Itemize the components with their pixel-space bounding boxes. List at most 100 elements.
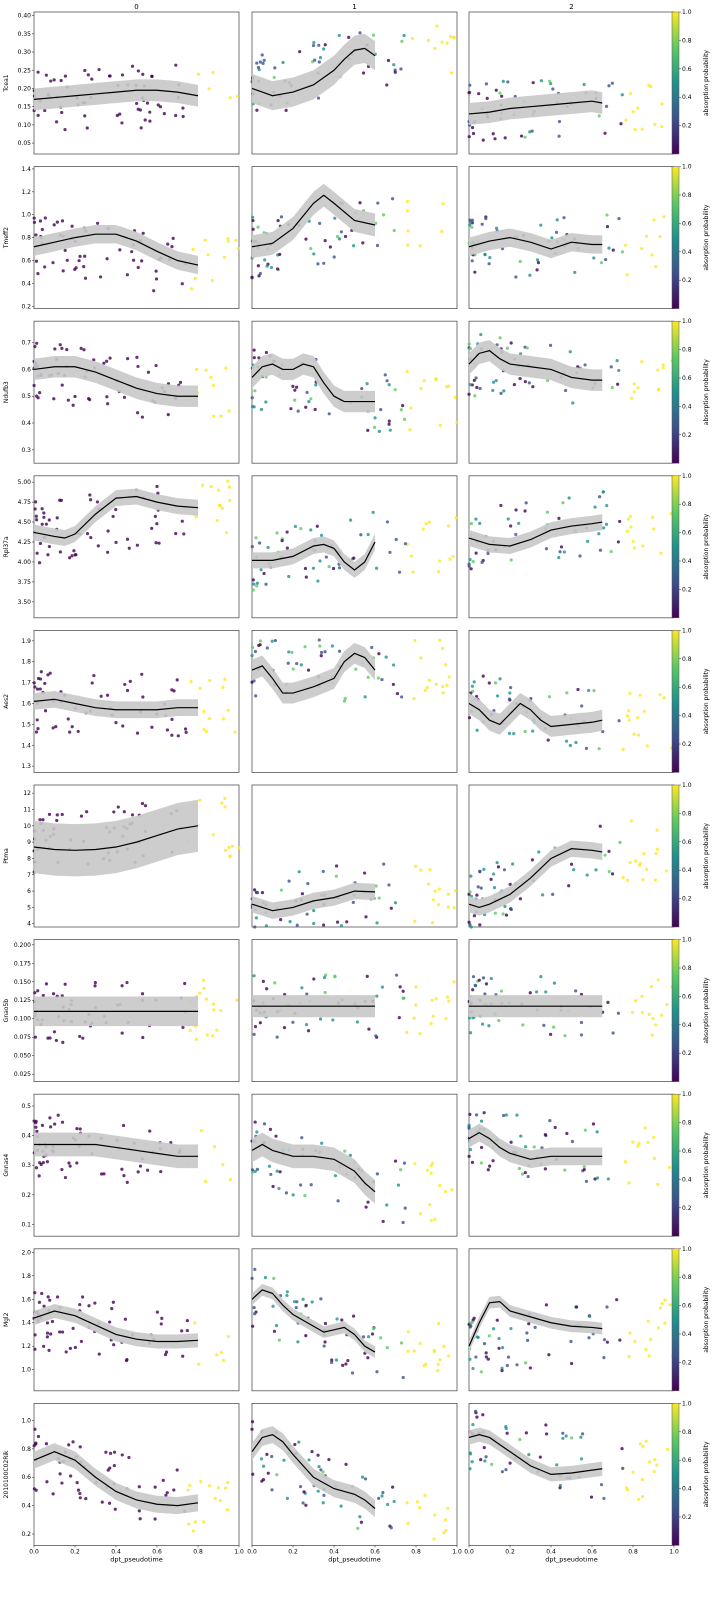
scatter-point bbox=[33, 344, 37, 349]
scatter-point bbox=[523, 380, 527, 384]
scatter-point bbox=[610, 872, 615, 876]
scatter-point bbox=[467, 892, 471, 896]
scatter-point bbox=[593, 1177, 597, 1181]
colorbar-tick-label: 0.6 bbox=[682, 66, 692, 73]
scatter-point bbox=[269, 1172, 273, 1177]
scatter-point bbox=[492, 886, 497, 890]
scatter-point bbox=[426, 882, 431, 886]
panel-Gnao5b-2 bbox=[467, 939, 675, 1082]
scatter-point bbox=[181, 1025, 185, 1030]
scatter-point bbox=[120, 73, 125, 77]
scatter-point bbox=[418, 244, 422, 248]
scatter-point bbox=[316, 579, 320, 583]
scatter-point bbox=[313, 58, 317, 62]
scatter-point bbox=[92, 358, 96, 362]
scatter-point bbox=[478, 386, 482, 391]
scatter-point bbox=[445, 995, 450, 999]
scatter-point bbox=[32, 681, 36, 685]
scatter-point bbox=[405, 1501, 409, 1505]
scatter-point bbox=[395, 691, 400, 696]
scatter-point bbox=[197, 1362, 201, 1366]
scatter-point bbox=[332, 255, 336, 259]
panel-Ptma-2 bbox=[467, 784, 675, 929]
scatter-point bbox=[253, 1312, 257, 1316]
scatter-point bbox=[423, 688, 427, 693]
scatter-point bbox=[317, 638, 321, 642]
gene-label: Gnao5b bbox=[3, 999, 10, 1023]
scatter-point bbox=[472, 1316, 476, 1320]
scatter-point bbox=[399, 408, 403, 412]
scatter-point bbox=[570, 1436, 574, 1440]
y-tick-label: 11 bbox=[23, 806, 31, 813]
scatter-point bbox=[640, 127, 644, 131]
scatter-point bbox=[406, 1521, 410, 1525]
confidence-band bbox=[252, 183, 375, 259]
scatter-point bbox=[506, 1355, 511, 1359]
scatter-point bbox=[531, 385, 535, 389]
scatter-point bbox=[61, 1040, 65, 1044]
scatter-point bbox=[156, 103, 160, 107]
scatter-point bbox=[443, 1189, 448, 1194]
gene-label: Aes2 bbox=[3, 694, 10, 709]
scatter-point bbox=[258, 60, 263, 64]
scatter-point bbox=[377, 1496, 381, 1500]
scatter-point bbox=[296, 1340, 300, 1344]
scatter-point bbox=[374, 884, 378, 888]
scatter-point bbox=[663, 1298, 667, 1302]
scatter-point bbox=[36, 70, 40, 74]
scatter-point bbox=[376, 201, 380, 205]
scatter-point bbox=[38, 687, 42, 691]
y-tick-label: 8 bbox=[27, 855, 31, 862]
scatter-point bbox=[194, 1037, 199, 1041]
trend-line bbox=[468, 521, 603, 547]
scatter-point bbox=[523, 729, 527, 734]
scatter-point bbox=[470, 1160, 475, 1164]
scatter-point bbox=[584, 1179, 589, 1183]
scatter-point bbox=[601, 526, 606, 530]
scatter-point bbox=[145, 1168, 150, 1172]
scatter-point bbox=[444, 663, 448, 667]
scatter-point bbox=[401, 404, 405, 408]
scatter-point bbox=[265, 1452, 269, 1456]
scatter-point bbox=[468, 890, 472, 894]
scatter-point bbox=[32, 216, 36, 220]
panel-frame bbox=[468, 320, 675, 464]
scatter-point bbox=[480, 222, 484, 226]
scatter-point bbox=[172, 1488, 176, 1492]
y-tick-label: 0.025 bbox=[14, 1071, 31, 1078]
scatter-point bbox=[279, 917, 283, 922]
scatter-point bbox=[629, 819, 634, 823]
scatter-point bbox=[135, 543, 139, 547]
panel-frame bbox=[251, 475, 458, 619]
scatter-point bbox=[258, 639, 262, 643]
scatter-point bbox=[255, 108, 259, 112]
scatter-point bbox=[122, 1174, 126, 1178]
scatter-point bbox=[80, 1295, 85, 1299]
y-tick-label: 0.20 bbox=[18, 85, 32, 92]
scatter-point bbox=[493, 911, 497, 915]
scatter-point bbox=[386, 58, 391, 63]
scatter-point bbox=[500, 1470, 505, 1474]
scatter-point bbox=[618, 1338, 622, 1342]
scatter-point bbox=[83, 276, 88, 280]
y-tick-label: 4.50 bbox=[18, 519, 32, 526]
scatter-point bbox=[497, 1346, 501, 1350]
scatter-point bbox=[305, 912, 309, 916]
scatter-point bbox=[344, 1462, 348, 1466]
scatter-point bbox=[137, 1509, 141, 1513]
scatter-point bbox=[33, 1333, 37, 1337]
scatter-point bbox=[300, 1136, 304, 1140]
scatter-point bbox=[88, 493, 92, 497]
scatter-point bbox=[636, 106, 640, 110]
scatter-point bbox=[41, 1160, 45, 1165]
scatter-point bbox=[440, 229, 444, 233]
scatter-point bbox=[38, 541, 43, 546]
scatter-point bbox=[108, 356, 112, 360]
scatter-point bbox=[136, 265, 140, 270]
colorbar-tick-label: 0.6 bbox=[682, 1457, 692, 1464]
scatter-point bbox=[486, 551, 490, 556]
scatter-point bbox=[507, 731, 512, 735]
scatter-point bbox=[557, 556, 561, 560]
scatter-point bbox=[468, 1148, 473, 1152]
y-tick-label: 0.2 bbox=[21, 1192, 31, 1199]
